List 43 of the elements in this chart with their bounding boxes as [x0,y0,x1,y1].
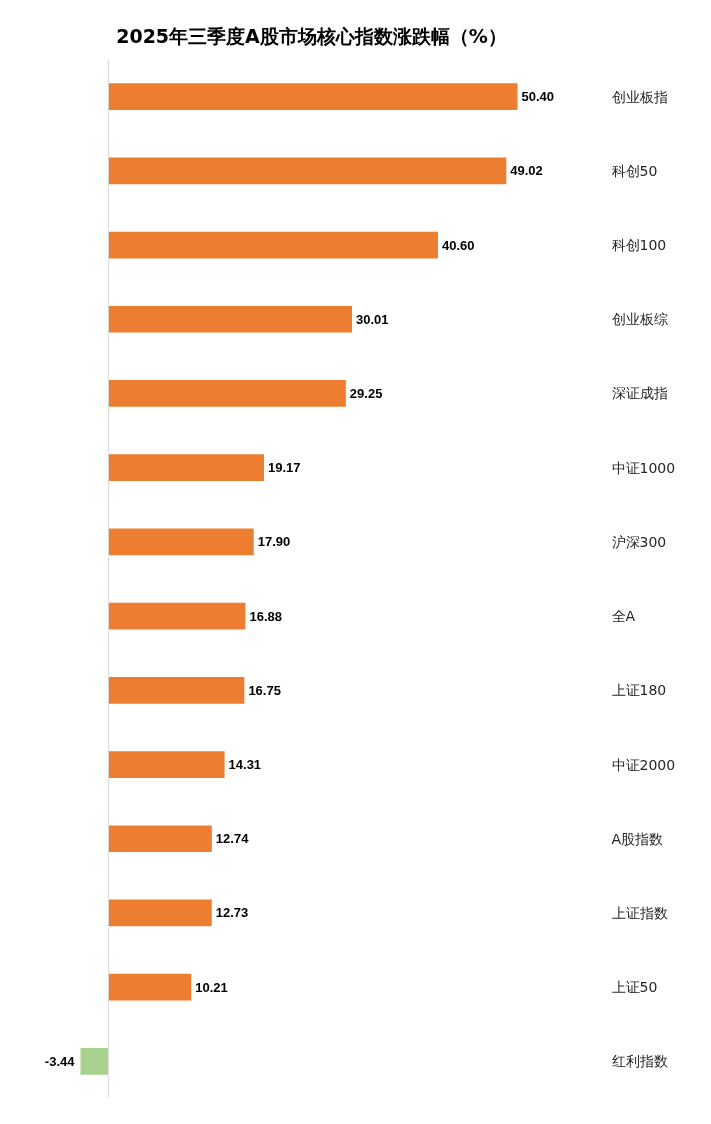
bar [108,751,225,778]
data-label: 17.90 [257,534,291,550]
data-label: 29.25 [349,385,383,401]
y-tick-label: 科创50 [611,162,658,179]
y-tick-label: 中证2000 [611,756,676,773]
y-tick-label: 全A [611,608,636,625]
y-tick-label: 创业板综 [611,311,668,328]
bar [108,676,245,704]
bar [108,973,192,1001]
y-tick-label: 沪深300 [611,533,667,550]
bar [108,157,507,185]
y-tick-label: 创业板指 [611,88,668,105]
bar [108,899,212,927]
y-tick-label: 中证1000 [611,459,676,476]
bar [108,454,265,482]
y-tick-label: 上证指数 [611,904,668,921]
y-tick-label: 深证成指 [611,385,668,402]
data-label: 14.31 [228,757,262,773]
y-tick-label: 科创100 [611,237,667,254]
bar [108,380,346,407]
data-label: 16.88 [249,608,282,624]
data-label: 16.75 [248,682,281,698]
bar [108,83,518,110]
data-label: 50.40 [521,89,555,105]
bar [108,602,246,630]
y-tick-label: A股指数 [611,830,664,847]
data-label: 49.02 [510,163,543,179]
data-label: 40.60 [441,237,475,253]
bar [108,528,254,556]
data-label: 12.73 [215,905,249,921]
y-tick-label: 上证50 [611,979,658,996]
bar [80,1048,109,1075]
chart-title: 2025年三季度A股市场核心指数涨跌幅（%） [116,24,507,47]
data-label: 10.21 [195,979,228,995]
data-label: 12.74 [215,831,250,847]
y-tick-label: 红利指数 [611,1053,668,1070]
bar [108,231,438,259]
data-label: 30.01 [356,311,389,327]
data-label: -3.44 [44,1053,76,1069]
data-label: 19.17 [268,460,301,476]
bar [108,825,212,853]
y-tick-label: 上证180 [611,682,667,699]
bar [108,305,352,333]
